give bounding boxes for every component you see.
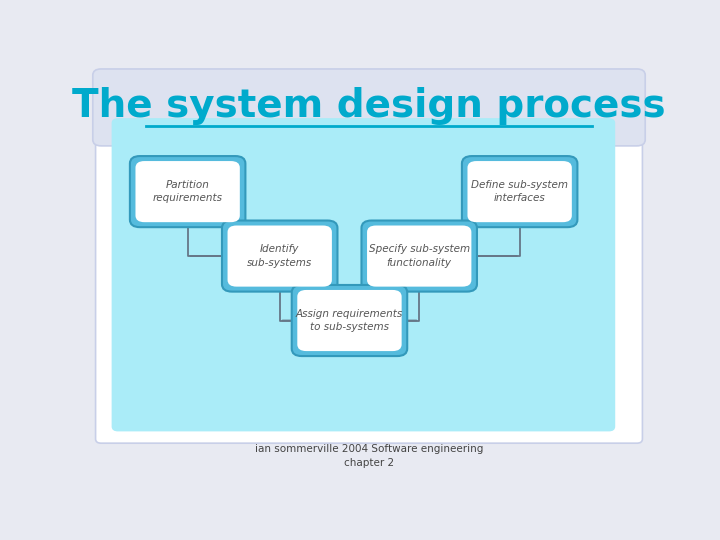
Text: Assign requirements
to sub-systems: Assign requirements to sub-systems [296,309,403,332]
FancyBboxPatch shape [467,161,572,222]
FancyBboxPatch shape [93,69,645,146]
Text: ian sommerville 2004 Software engineering
chapter 2: ian sommerville 2004 Software engineerin… [255,444,483,469]
FancyBboxPatch shape [462,156,577,227]
FancyBboxPatch shape [130,156,246,227]
FancyBboxPatch shape [367,226,472,287]
Text: Define sub-system
interfaces: Define sub-system interfaces [471,180,568,203]
FancyBboxPatch shape [96,106,642,443]
FancyBboxPatch shape [135,161,240,222]
Text: Identify
sub-systems: Identify sub-systems [247,245,312,268]
Text: The system design process: The system design process [72,87,666,125]
FancyBboxPatch shape [297,290,402,351]
Text: Specify sub-system
functionality: Specify sub-system functionality [369,245,469,268]
FancyBboxPatch shape [222,220,338,292]
Text: Partition
requirements: Partition requirements [153,180,222,203]
FancyBboxPatch shape [292,285,408,356]
FancyBboxPatch shape [228,226,332,287]
FancyBboxPatch shape [112,119,615,431]
FancyBboxPatch shape [361,220,477,292]
